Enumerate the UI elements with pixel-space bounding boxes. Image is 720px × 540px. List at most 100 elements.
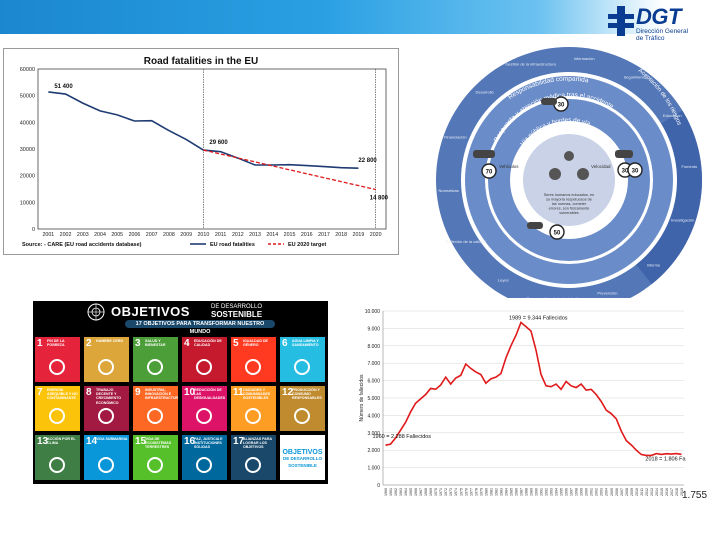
- sdg-tile-3: 3 SALUD Y BIENESTAR: [133, 337, 178, 382]
- sdg-tile-label: ALIANZAS PARA LOGRAR LOS OBJETIVOS: [243, 437, 272, 450]
- sdg-tile-6: 6 AGUA LIMPIA Y SANEAMIENTO: [280, 337, 325, 382]
- sdg-goal-icon: [245, 408, 261, 424]
- speed-label: Velocidad: [591, 164, 611, 169]
- sdg-goal-icon: [49, 408, 65, 424]
- y-tick-label: 40000: [20, 120, 35, 126]
- car-icon: [473, 150, 495, 158]
- data-label: 51 400: [54, 84, 73, 90]
- x-tick-label: 1968: [424, 488, 428, 496]
- x-tick-label: 2008: [163, 232, 175, 238]
- sdg-tile-label: VIDA SUBMARINA: [96, 437, 128, 441]
- sdg-tile-8: 8 TRABAJO DECENTE Y CRECIMIENTO ECONÓMICO: [84, 386, 129, 431]
- sdg-tile-number: 13: [37, 436, 49, 447]
- x-tick-label: 2006: [615, 488, 619, 496]
- x-tick-label: 1987: [519, 488, 523, 496]
- x-tick-label: 1986: [514, 488, 518, 496]
- sdg-tile-label: HAMBRE CERO: [96, 339, 124, 343]
- x-tick-label: 2011: [640, 488, 644, 496]
- x-tick-label: 1963: [399, 488, 403, 496]
- x-tick-label: 2004: [94, 232, 106, 238]
- spain-fatalities-chart: 0 1.000 2.000 3.000 4.000 5.000 6.000 7.000 8.00…: [356, 298, 704, 534]
- x-tick-label: 2003: [600, 488, 604, 496]
- outer-segment-label: Seguimiento: [624, 74, 647, 79]
- sdg-tile-7: 7 ENERGÍA ASEQUIBLE Y NO CONTAMINANTE: [35, 386, 80, 431]
- y-tick-label: 7.000: [367, 361, 380, 367]
- x-tick-label: 1973: [449, 488, 453, 496]
- speed-sign-icon: [549, 224, 565, 240]
- sdg-tile-number: 9: [135, 387, 141, 398]
- x-tick-label: 1972: [444, 488, 448, 496]
- x-tick-label: 1966: [414, 488, 418, 496]
- x-tick-label: 2002: [595, 488, 599, 496]
- y-tick-label: 4.000: [367, 413, 380, 419]
- sdg-badge: OBJETIVOS DE DESARROLLO SOSTENIBLE: [280, 435, 325, 480]
- sdg-goal-icon: [98, 408, 114, 424]
- sdg-poster: OBJETIVOS DE DESARROLLO SOSTENIBLE 17 OB…: [33, 301, 328, 484]
- x-tick-label: 2014: [655, 488, 659, 496]
- sdg-badge-text: OBJETIVOS: [282, 449, 323, 456]
- sdg-tile-label: PAZ, JUSTICIA E INSTITUCIONES SÓLIDAS: [194, 437, 223, 450]
- outer-segment-label: Reflexión de la calidad: [446, 239, 486, 244]
- sdg-tile-4: 4 EDUCACIÓN DE CALIDAD: [182, 337, 227, 382]
- sdg-goal-icon: [98, 359, 114, 375]
- x-tick-label: 2005: [610, 488, 614, 496]
- x-tick-label: 1962: [394, 488, 398, 496]
- x-tick-label: 2018: [675, 488, 679, 496]
- sdg-tile-label: IGUALDAD DE GÉNERO: [243, 339, 268, 348]
- x-tick-label: 2010: [197, 232, 209, 238]
- data-label: 2018 = 1.806 Fallecidos: [645, 457, 686, 463]
- sdg-goal-icon: [147, 359, 163, 375]
- x-tick-label: 2015: [284, 232, 296, 238]
- y-tick-label: 9.000: [367, 326, 380, 332]
- speed-sign-value: 30: [632, 169, 639, 175]
- sdg-tile-number: 4: [184, 338, 190, 349]
- speed-sign-value: 30: [558, 103, 565, 109]
- x-tick-label: 1969: [429, 488, 433, 496]
- x-tick-label: 2010: [635, 488, 639, 496]
- sdg-tile-label: TRABAJO DECENTE Y CRECIMIENTO ECONÓMICO: [96, 388, 122, 405]
- data-label: 1960 = 2.288 Fallecidos: [373, 434, 432, 440]
- sdg-tile-label: EDUCACIÓN DE CALIDAD: [194, 339, 222, 348]
- x-tick-label: 2017: [670, 488, 674, 496]
- sdg-tile-label: CIUDADES Y COMUNIDADES SOSTENIBLES: [243, 388, 271, 401]
- x-tick-label: 1978: [474, 488, 478, 496]
- sdg-tile-number: 15: [135, 436, 147, 447]
- y-tick-label: 1.000: [367, 466, 380, 472]
- x-tick-label: 2016: [301, 232, 313, 238]
- sdg-tile-number: 3: [135, 338, 141, 349]
- sdg-banner: 17 OBJETIVOS PARA TRANSFORMAR NUESTRO MU…: [125, 320, 275, 335]
- data-label: 1989 = 9.344 Fallecidos: [509, 315, 568, 321]
- person-icon: [564, 151, 574, 161]
- speed-sign-value: 70: [486, 170, 493, 176]
- sdg-tile-label: VIDA DE ECOSISTEMAS TERRESTRES: [145, 437, 172, 450]
- sdg-tile-number: 1: [37, 338, 43, 349]
- x-tick-label: 1994: [555, 488, 559, 496]
- sdg-goal-icon: [245, 359, 261, 375]
- outer-segment-label: Gestión de la infraestructura: [505, 61, 556, 66]
- side-value-label: 1.755: [682, 490, 708, 501]
- sdg-goal-icon: [49, 359, 65, 375]
- sdg-tile-number: 14: [86, 436, 98, 447]
- x-tick-label: 1988: [524, 488, 528, 496]
- center-text: Seres humanos educados, en su mayoría res…: [544, 193, 594, 215]
- x-tick-label: 1992: [545, 488, 549, 496]
- x-tick-label: 1971: [439, 488, 443, 496]
- outer-segment-label: Desarrollo: [475, 89, 494, 94]
- x-tick-label: 2012: [232, 232, 244, 238]
- x-tick-label: 2001: [590, 488, 594, 496]
- spain-chart-svg: 0 1.000 2.000 3.000 4.000 5.000 6.000 7.000 8.00…: [359, 309, 704, 496]
- data-label: 22 800: [358, 158, 377, 164]
- outer-segment-label: Educación: [663, 113, 682, 118]
- sdg-tile-number: 11: [233, 387, 244, 398]
- sdg-tile-number: 12: [282, 387, 294, 398]
- x-tick-label: 1961: [389, 488, 393, 496]
- series-line: [203, 149, 376, 191]
- x-tick-label: 2018: [335, 232, 347, 238]
- pedestrian-icon: [549, 168, 561, 180]
- sdg-tile-16: 16 PAZ, JUSTICIA E INSTITUCIONES SÓLIDAS: [182, 435, 227, 480]
- x-tick-label: 1989: [529, 488, 533, 496]
- outer-segment-label: Normativas: [438, 188, 458, 193]
- sdg-goal-icon: [196, 408, 212, 424]
- logo-subtitle: Dirección General de Tráfico: [636, 28, 689, 42]
